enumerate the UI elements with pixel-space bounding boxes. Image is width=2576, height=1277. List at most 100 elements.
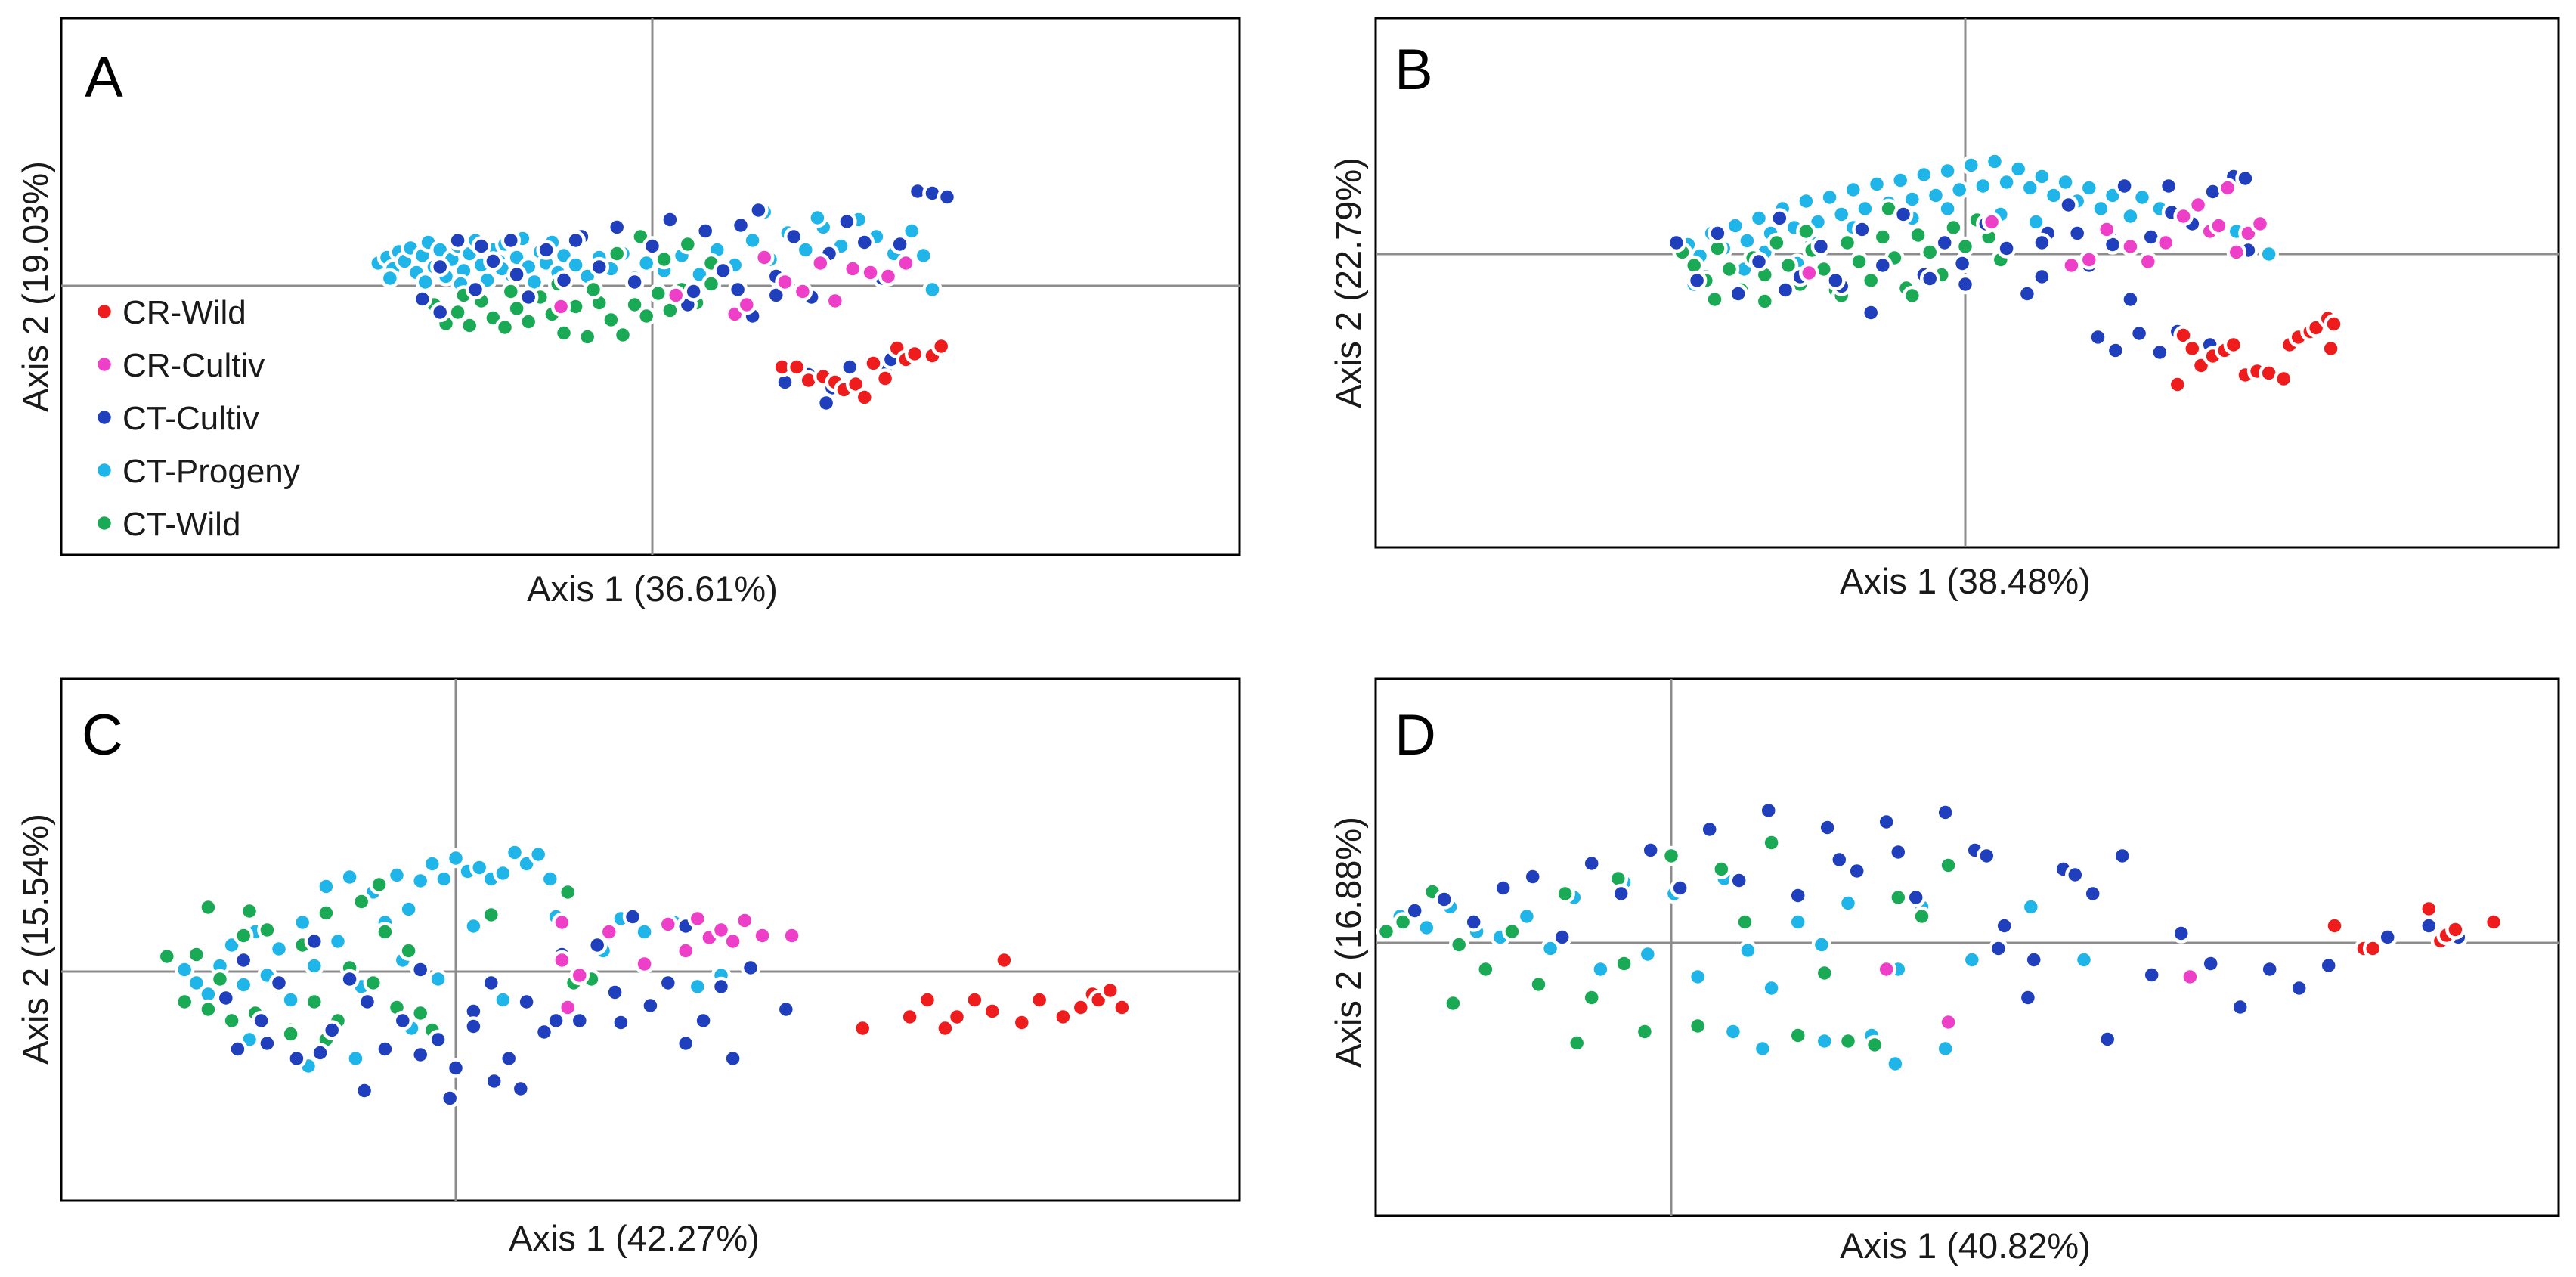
panel-b-point-ct-wild	[1872, 227, 1893, 247]
panel-c-point-ct-cultiv	[339, 969, 360, 990]
panel-a-point-cr-cultiv	[825, 290, 846, 312]
panel-c-point-ct-wild	[375, 922, 395, 942]
panel-a-point-ct-wild	[601, 309, 621, 330]
panel-a-point-ct-wild	[518, 312, 539, 332]
panel-b-point-ct-progeny	[1737, 231, 1757, 251]
panel-a-point-ct-cultiv	[890, 234, 910, 255]
panel-c-point-ct-cultiv	[410, 959, 431, 980]
panel-d-point-ct-cultiv	[2318, 955, 2339, 976]
panel-a-point-ct-progeny	[415, 271, 435, 293]
panel-d-point-ct-progeny	[1738, 940, 1758, 961]
panel-c-point-ct-progeny	[428, 969, 448, 990]
panel-b-point-ct-cultiv	[1810, 236, 1831, 257]
panel-c-point-ct-cultiv	[546, 1010, 566, 1031]
legend-label-cr-wild: CR-Wild	[122, 294, 246, 331]
panel-c-point-cr-wild	[1053, 1006, 1073, 1027]
panel-c-point-ct-wild	[198, 999, 218, 1020]
panel-c-point-ct-cultiv	[375, 1039, 395, 1059]
panel-c-point-cr-cultiv	[687, 908, 708, 929]
panel-a-ylabel: Axis 2 (19.03%)	[15, 161, 55, 412]
panel-a-xlabel: Axis 1 (36.61%)	[527, 569, 778, 609]
panel-b-point-ct-cultiv	[2105, 340, 2126, 361]
panel-b-point-cr-wild	[2223, 334, 2244, 355]
panel-c-point-ct-wild	[198, 897, 218, 918]
panel-c-point-ct-cultiv	[445, 1058, 466, 1078]
panel-c-point-ct-progeny	[434, 869, 454, 889]
panel-c-point-cr-cultiv	[734, 910, 755, 931]
panel-c-point-ct-progeny	[687, 976, 708, 997]
panel-c-point-cr-cultiv	[658, 914, 679, 935]
panel-c-point-ct-cultiv	[776, 999, 797, 1020]
legend-label-cr-cultiv: CR-Cultiv	[122, 347, 265, 384]
panel-d-point-ct-cultiv	[1729, 870, 1749, 891]
panel-c-point-ct-wild	[363, 972, 384, 993]
panel-c-point-ct-cultiv	[622, 907, 643, 927]
panel-a-point-ct-wild	[612, 324, 633, 346]
panel-d-point-ct-progeny	[2020, 897, 2042, 917]
panel-b-point-ct-cultiv	[2235, 168, 2256, 189]
panel-a-point-ct-cultiv	[642, 236, 663, 256]
legend-marker-cr-wild	[94, 301, 115, 322]
panel-d-point-cr-wild	[2483, 912, 2504, 932]
panel-b-point-cr-wild	[2182, 338, 2203, 359]
panel-b-point-ct-cultiv	[1728, 284, 1748, 304]
panel-c-point-ct-progeny	[268, 938, 289, 959]
panel-c-point-ct-cultiv	[569, 1010, 590, 1031]
panel-a-point-ct-progeny	[913, 245, 934, 266]
panel-a-point-cr-cultiv	[896, 253, 916, 274]
panel-c-point-cr-cultiv	[675, 941, 696, 961]
panel-d-letter: D	[1395, 703, 1436, 767]
panel-a-point-ct-cultiv	[553, 270, 574, 290]
panel-b-point-ct-wild	[1796, 221, 1816, 242]
panel-b-point-ct-progeny	[1961, 155, 1982, 175]
panel-c-point-ct-cultiv	[251, 1010, 271, 1031]
panel-b-point-ct-cultiv	[1748, 251, 1769, 272]
panel-a-point-ct-wild	[583, 279, 604, 300]
panel-c-point-ct-progeny	[463, 916, 484, 937]
panel-d-point-ct-progeny	[2073, 950, 2095, 970]
panel-d-point-ct-wild	[1566, 1033, 1587, 1053]
panel-b-point-cr-cultiv	[2120, 236, 2141, 257]
panel-b-point-ct-cultiv	[2067, 223, 2088, 243]
panel-d-point-ct-cultiv	[1977, 845, 1997, 866]
legend-marker-ct-wild	[94, 513, 115, 534]
panel-b-point-ct-progeny	[2132, 187, 2153, 208]
panel-a-point-ct-cultiv	[837, 211, 857, 232]
panel-a-point-cr-cultiv	[550, 296, 571, 317]
panel-a-point-ct-wild	[636, 305, 657, 327]
panel-b-xlabel: Axis 1 (38.48%)	[1840, 561, 2091, 601]
panel-c-point-ct-cultiv	[693, 1010, 714, 1031]
panel-a-point-ct-cultiv	[695, 221, 716, 241]
panel-d-point-ct-progeny	[1961, 950, 1983, 970]
panel-a-point-ct-wild	[494, 317, 516, 338]
panel-d-point-ct-progeny	[1885, 1053, 1906, 1074]
panel-b-point-ct-progeny	[1914, 164, 1934, 185]
panel-a-point-ct-cultiv	[660, 209, 680, 230]
panel-d-point-ct-cultiv	[1640, 840, 1661, 860]
panel-c-point-ct-cultiv	[640, 995, 661, 1016]
panel-b-point-ct-progeny	[2079, 178, 2100, 198]
panel-d-point-ct-cultiv	[1935, 802, 1955, 823]
panel-c-point-ct-wild	[209, 969, 231, 990]
panel-d-point-ct-cultiv	[2082, 883, 2103, 904]
panel-d-ylabel: Axis 2 (16.88%)	[1328, 817, 1368, 1068]
panel-d-point-ct-wild	[1581, 987, 1602, 1008]
panel-d-point-ct-progeny	[1838, 893, 1859, 913]
panel-b-point-ct-wild	[1908, 225, 1928, 246]
panel-a-point-ct-cultiv	[937, 187, 958, 207]
panel-b-point-ct-cultiv	[1775, 280, 1796, 300]
panel-a-point-ct-cultiv	[536, 240, 556, 260]
panel-a-point-ct-wild	[624, 294, 645, 315]
panel-c-point-cr-cultiv	[552, 912, 572, 933]
panel-a-point-ct-cultiv	[447, 230, 468, 251]
panel-a-point-ct-cultiv	[429, 302, 450, 323]
panel-d-point-ct-wild	[1661, 845, 1682, 866]
panel-b-point-ct-progeny	[1725, 215, 1746, 236]
panel-b-point-ct-progeny	[2020, 178, 2041, 198]
panel-c-point-cr-cultiv	[634, 953, 655, 975]
panel-d-point-ct-cultiv	[2141, 965, 2162, 985]
panel-a-point-ct-progeny	[922, 279, 943, 300]
panel-b-point-ct-cultiv	[2120, 289, 2141, 310]
panel-a-point-ct-progeny	[636, 253, 657, 274]
panel-a-point-ct-progeny	[795, 240, 816, 260]
